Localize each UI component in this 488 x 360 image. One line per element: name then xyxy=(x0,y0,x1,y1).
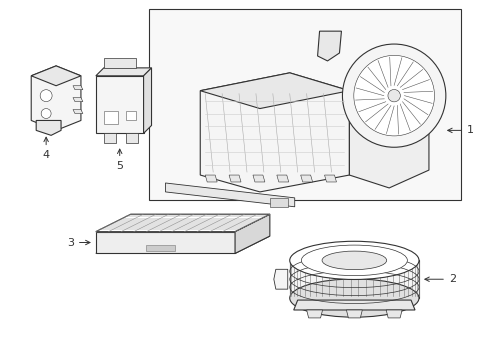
Polygon shape xyxy=(252,175,264,182)
Polygon shape xyxy=(293,300,414,310)
Circle shape xyxy=(40,90,52,102)
Polygon shape xyxy=(103,58,135,68)
Bar xyxy=(96,76,143,133)
Polygon shape xyxy=(96,214,269,231)
Polygon shape xyxy=(143,68,151,133)
Polygon shape xyxy=(73,98,83,102)
Polygon shape xyxy=(228,175,241,182)
Polygon shape xyxy=(368,85,381,98)
Text: 2: 2 xyxy=(424,274,455,284)
Polygon shape xyxy=(273,269,287,289)
Bar xyxy=(145,246,175,251)
Polygon shape xyxy=(346,310,362,318)
Ellipse shape xyxy=(353,55,433,136)
Polygon shape xyxy=(31,66,81,86)
Polygon shape xyxy=(36,121,61,135)
Bar xyxy=(148,9,460,200)
Polygon shape xyxy=(200,73,349,109)
Polygon shape xyxy=(317,31,341,61)
Ellipse shape xyxy=(342,44,445,147)
Polygon shape xyxy=(354,85,366,98)
Polygon shape xyxy=(300,175,312,182)
Text: 5: 5 xyxy=(116,149,123,171)
Text: 1: 1 xyxy=(447,125,473,135)
Polygon shape xyxy=(413,85,425,98)
Polygon shape xyxy=(306,310,322,318)
Polygon shape xyxy=(200,73,349,192)
Polygon shape xyxy=(96,236,269,253)
Ellipse shape xyxy=(289,241,418,279)
Polygon shape xyxy=(386,310,401,318)
Text: 4: 4 xyxy=(42,137,50,160)
Circle shape xyxy=(41,109,51,118)
Polygon shape xyxy=(384,85,395,98)
Polygon shape xyxy=(398,85,410,98)
Polygon shape xyxy=(96,231,235,253)
Ellipse shape xyxy=(289,279,418,317)
Polygon shape xyxy=(165,183,294,207)
Polygon shape xyxy=(289,260,418,298)
Polygon shape xyxy=(349,73,428,188)
Bar xyxy=(125,111,135,121)
Polygon shape xyxy=(125,133,137,143)
Polygon shape xyxy=(276,175,288,182)
Polygon shape xyxy=(73,109,83,113)
Bar xyxy=(269,198,287,207)
Bar xyxy=(103,111,118,125)
Polygon shape xyxy=(235,214,269,253)
Ellipse shape xyxy=(322,251,386,270)
Polygon shape xyxy=(73,86,83,90)
Ellipse shape xyxy=(301,245,407,276)
Polygon shape xyxy=(205,175,217,182)
Ellipse shape xyxy=(387,90,400,102)
Polygon shape xyxy=(96,68,151,76)
Polygon shape xyxy=(103,133,116,143)
Polygon shape xyxy=(31,66,81,130)
Text: 3: 3 xyxy=(67,238,90,248)
Polygon shape xyxy=(324,175,336,182)
